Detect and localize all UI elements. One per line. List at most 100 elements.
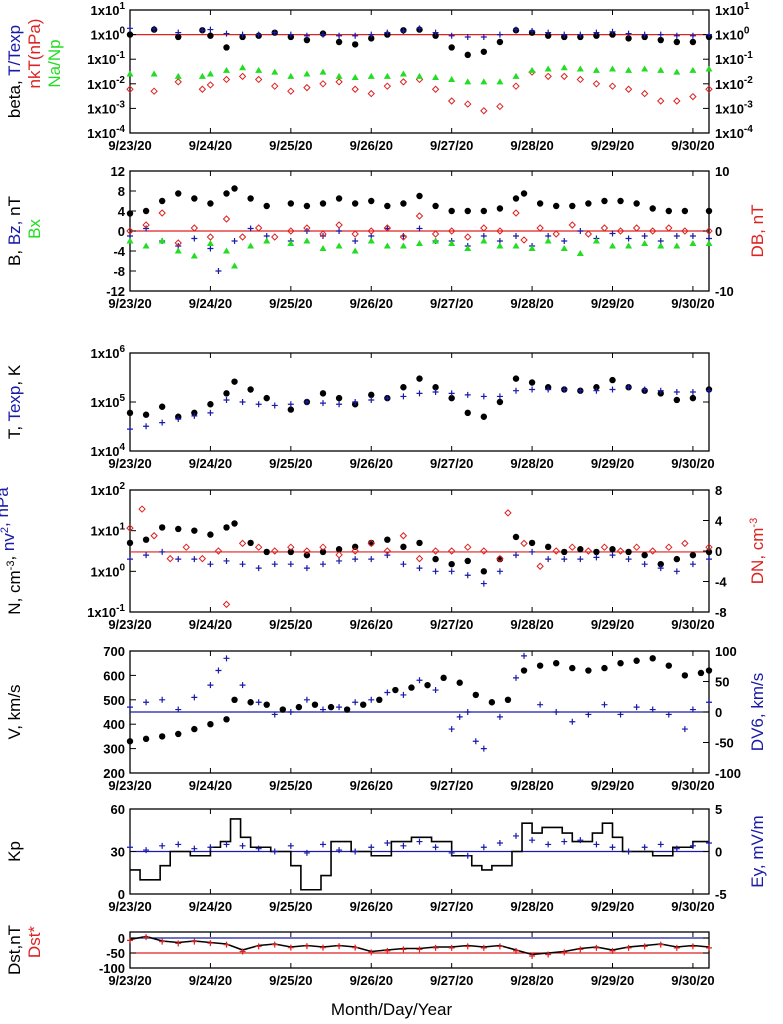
- data-point: [239, 948, 246, 955]
- data-point: [657, 841, 664, 848]
- data-point: [593, 384, 600, 391]
- data-point: [287, 406, 295, 413]
- data-point: [706, 840, 712, 846]
- data-point: [127, 937, 133, 944]
- right-tick-label: 1x10-2: [715, 75, 753, 92]
- data-point: [447, 227, 456, 235]
- data-point: [673, 242, 681, 249]
- data-point: [697, 669, 705, 677]
- data-point: [513, 674, 519, 681]
- x-tick-label: 9/23/20: [108, 973, 151, 988]
- data-point: [705, 543, 713, 551]
- data-point: [207, 32, 214, 39]
- data-point: [150, 532, 158, 540]
- data-point: [287, 31, 294, 38]
- data-point: [673, 68, 681, 75]
- data-point: [513, 233, 519, 239]
- data-point: [568, 221, 576, 229]
- data-point: [352, 32, 359, 39]
- data-point: [222, 600, 231, 609]
- data-point: [384, 395, 391, 402]
- data-point: [368, 35, 375, 42]
- data-point: [480, 580, 487, 587]
- data-point: [126, 31, 134, 38]
- data-point: [464, 943, 471, 950]
- x-tick-label: 9/26/20: [350, 973, 393, 988]
- data-point: [641, 240, 649, 246]
- y-tick-label: 500: [103, 693, 125, 708]
- data-point: [231, 696, 238, 703]
- y-axis-label-3: Na/Np: [45, 39, 64, 87]
- panel-2: 9/23/20 9/24/20 9/25/20 9/26/20 9/27/20 9/28/…: [5, 164, 767, 311]
- data-point: [303, 36, 311, 44]
- data-point: [431, 85, 440, 93]
- data-point: [689, 92, 697, 101]
- data-point: [351, 74, 359, 81]
- data-point: [231, 185, 238, 192]
- data-point: [415, 212, 424, 220]
- x-tick-label: 9/24/20: [189, 778, 232, 793]
- data-point: [561, 949, 568, 956]
- data-point: [512, 195, 520, 202]
- x-tick-label: 9/25/20: [269, 899, 312, 914]
- data-point: [625, 35, 632, 42]
- data-point: [255, 31, 262, 38]
- data-point: [544, 237, 552, 244]
- data-point: [706, 31, 712, 38]
- x-tick-label: 9/29/20: [591, 617, 634, 632]
- y-axis-label-2: Bx: [25, 219, 44, 239]
- data-point: [400, 561, 407, 568]
- data-point: [247, 539, 254, 547]
- data-point: [496, 31, 503, 38]
- series-blue: [127, 652, 712, 752]
- data-point: [367, 237, 375, 244]
- data-point: [625, 242, 633, 249]
- data-point: [561, 386, 568, 393]
- data-point: [553, 660, 560, 667]
- data-point: [561, 838, 568, 845]
- x-tick-label: 9/24/20: [189, 296, 232, 311]
- y-axis-label-2: Dst*: [25, 926, 44, 959]
- data-point: [142, 221, 150, 229]
- x-tick-label: 9/29/20: [591, 296, 634, 311]
- data-point: [143, 699, 150, 706]
- y-tick-label: 60: [111, 802, 125, 817]
- y-tick-label: 1x101: [91, 522, 126, 539]
- data-point: [689, 240, 697, 246]
- data-point: [287, 240, 295, 246]
- data-point: [368, 391, 375, 399]
- data-point: [159, 696, 166, 703]
- x-tick-label: 9/30/20: [671, 899, 714, 914]
- data-point: [352, 399, 359, 405]
- data-point: [536, 562, 544, 570]
- data-point: [191, 235, 198, 242]
- data-point: [464, 33, 471, 40]
- data-point: [496, 227, 504, 235]
- data-point: [552, 230, 560, 238]
- data-point: [560, 72, 568, 81]
- data-point: [496, 840, 503, 846]
- data-point: [529, 953, 536, 959]
- series-black: [130, 818, 709, 891]
- data-point: [247, 699, 254, 706]
- data-point: [464, 543, 472, 551]
- data-point: [376, 696, 383, 703]
- data-point: [287, 87, 295, 95]
- data-point: [544, 65, 552, 72]
- data-point: [536, 224, 544, 232]
- data-point: [223, 557, 230, 564]
- data-point: [681, 726, 688, 733]
- data-point: [593, 548, 600, 556]
- x-tick-label: 9/27/20: [430, 778, 473, 793]
- data-point: [585, 667, 592, 674]
- data-point: [601, 197, 608, 205]
- data-point: [576, 250, 584, 256]
- data-point: [625, 848, 632, 855]
- data-point: [472, 691, 479, 699]
- data-point: [336, 943, 343, 950]
- x-tick-label: 9/30/20: [671, 778, 714, 793]
- data-point: [126, 85, 134, 93]
- data-point: [400, 384, 407, 391]
- data-point: [319, 390, 327, 397]
- data-point: [609, 844, 616, 851]
